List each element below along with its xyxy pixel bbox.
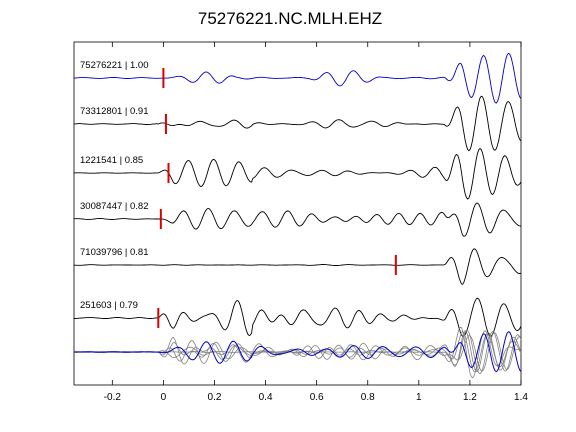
x-tick-label: 0.4 (259, 392, 273, 403)
x-tick-label: 1 (416, 392, 422, 403)
x-axis: -0.2 0 0.2 0.4 0.6 0.8 1 1.2 1.4 (104, 42, 528, 403)
waveform-trace (73, 95, 522, 152)
stacked-overlay (73, 326, 522, 379)
traces-group: 75276221 | 1.00 73312801 | 0.91 1221541 | … (73, 52, 522, 337)
x-tick-label: 1.4 (514, 392, 528, 403)
waveform-trace (73, 52, 522, 104)
trace-label: 251603 | 0.79 (80, 300, 138, 311)
trace-label: 1221541 | 0.85 (80, 155, 143, 166)
plot-frame (73, 41, 522, 386)
overlay-reference-trace (74, 331, 522, 373)
trace-label: 73312801 | 0.91 (80, 106, 149, 117)
x-tick-label: 0.8 (361, 392, 375, 403)
x-tick-label: 0.2 (208, 392, 222, 403)
x-tick-label: 1.2 (463, 392, 477, 403)
overlay-trace (73, 326, 522, 379)
waveform-trace (73, 202, 522, 237)
x-tick-label: 0.6 (310, 392, 324, 403)
chart-title: 75276221.NC.MLH.EHZ (198, 9, 382, 28)
waveform-trace (73, 248, 522, 285)
x-tick-label: 0 (161, 392, 167, 403)
trace-label: 75276221 | 1.00 (80, 60, 149, 71)
waveform-trace (74, 297, 522, 337)
waveform-trace (74, 147, 522, 200)
trace-label: 71039796 | 0.81 (80, 247, 149, 258)
trace-label: 30087447 | 0.82 (80, 201, 149, 212)
x-tick-label: -0.2 (104, 392, 122, 403)
